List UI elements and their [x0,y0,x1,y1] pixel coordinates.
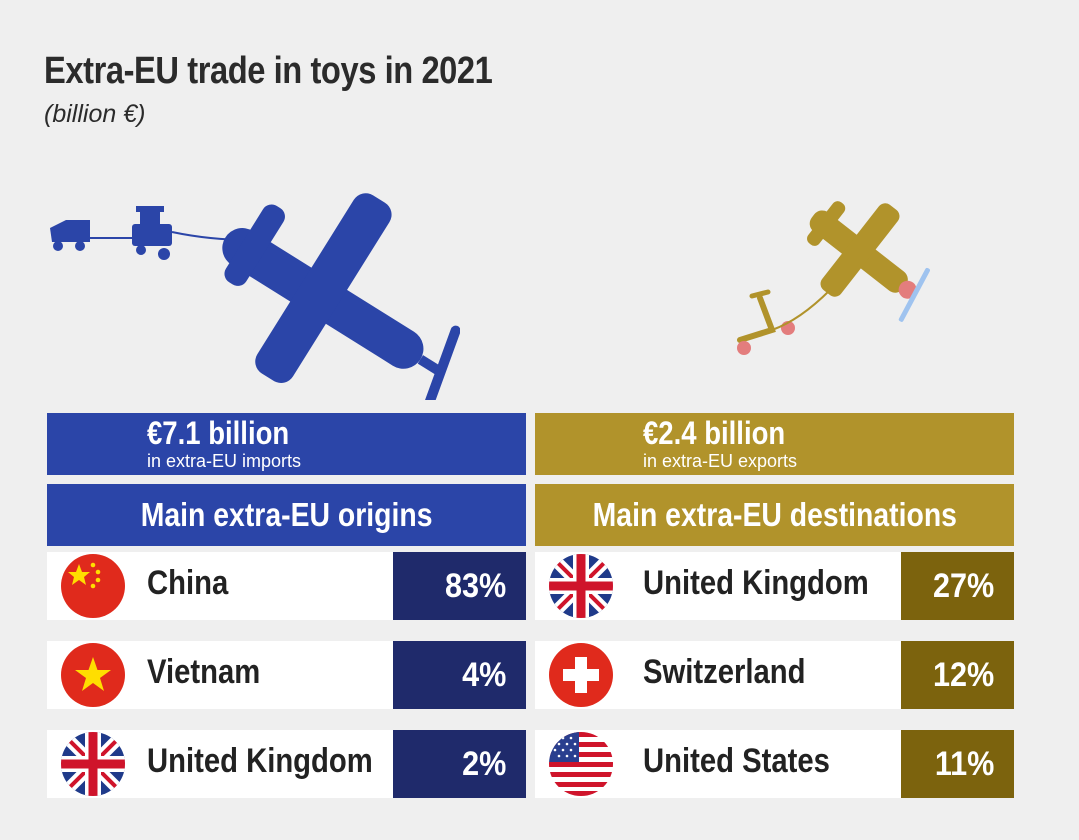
share-value-box: 83% [393,552,526,620]
imports-total-caption: in extra-EU imports [147,451,302,471]
imports-heading: Main extra-EU origins [140,496,433,533]
share-value-box: 11% [901,730,1014,798]
uk-flag-icon [549,554,613,618]
imports-total-banner: €7.1 billion in extra-EU imports [47,413,526,475]
country-name: United Kingdom [147,742,373,780]
country-name: Switzerland [643,653,806,691]
country-name: Vietnam [147,653,261,691]
page-title: Extra-EU trade in toys in 2021 [44,50,493,92]
plane-icon [807,201,930,322]
imports-total-value: €7.1 billion [147,415,290,451]
exports-heading: Main extra-EU destinations [592,496,957,533]
country-name: United States [643,742,830,780]
share-value-box: 12% [901,641,1014,709]
share-value: 11% [934,744,995,783]
imports-toy-plane-illustration [50,193,460,400]
uk-flag-icon [61,732,125,796]
country-name: China [147,564,229,602]
share-value: 4% [461,655,507,694]
toy-train-icon [132,206,172,260]
table-row: Vietnam 4% [47,641,526,709]
exports-heading-banner: Main extra-EU destinations [535,484,1014,546]
scooter-icon [737,289,831,355]
switzerland-flag-icon [549,643,613,707]
share-value-box: 2% [393,730,526,798]
imports-heading-banner: Main extra-EU origins [47,484,526,546]
table-row: United States 11% [535,730,1014,798]
table-row: China 83% [47,552,526,620]
share-value: 12% [932,655,995,694]
exports-total-value: €2.4 billion [643,415,786,451]
share-value: 2% [461,744,507,783]
exports-toy-plane-illustration [737,201,930,355]
table-row: United Kingdom 2% [47,730,526,798]
share-value-box: 4% [393,641,526,709]
dump-truck-icon [50,220,90,251]
table-row: United Kingdom 27% [535,552,1014,620]
country-name: United Kingdom [643,564,869,602]
exports-total-caption: in extra-EU exports [643,451,798,471]
table-row: Switzerland 12% [535,641,1014,709]
vietnam-flag-icon [61,643,125,707]
exports-total-banner: €2.4 billion in extra-EU exports [535,413,1014,475]
page-subtitle: (billion €) [44,100,146,128]
share-value-box: 27% [901,552,1014,620]
share-value: 83% [444,566,507,605]
share-value: 27% [932,566,995,605]
plane-icon [222,193,460,400]
china-flag-icon [61,554,125,618]
usa-flag-icon [549,732,613,796]
